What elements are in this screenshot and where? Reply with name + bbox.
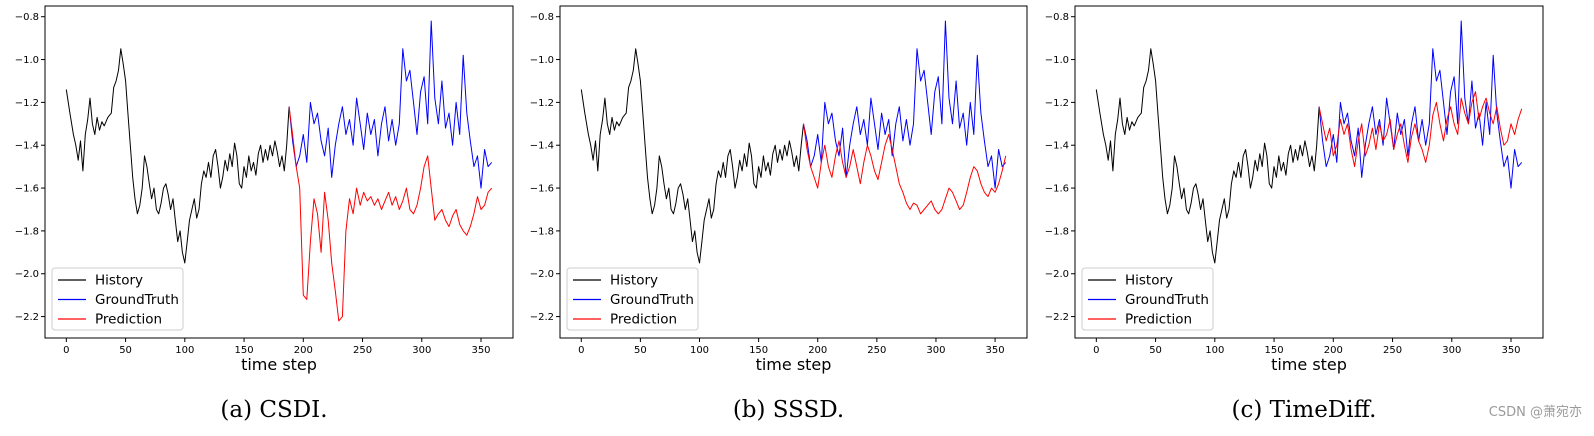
legend-label-history: History <box>95 273 143 289</box>
x-tick-label: 250 <box>353 345 372 356</box>
y-tick-label: −1.6 <box>1045 184 1069 195</box>
series-line-groundtruth <box>288 20 493 189</box>
y-tick-label: −1.0 <box>15 55 39 66</box>
x-axis-label: time step <box>241 355 317 374</box>
y-tick-label: −1.8 <box>530 226 554 237</box>
panel-caption: (a) CSDI. <box>220 397 327 423</box>
panel-caption: (b) SSSD. <box>733 397 844 423</box>
chart-panel-0: 0 50 100 150 200 250 300 350 −0.8 −1.0 −1.2 −1.4 −1.… <box>15 5 514 423</box>
y-tick-label: −1.8 <box>15 226 39 237</box>
x-tick-label: 0 <box>63 345 69 356</box>
x-tick-label: 350 <box>986 345 1005 356</box>
y-tick-label: −2.2 <box>1045 312 1069 323</box>
watermark: CSDN @萧宛亦 <box>1488 405 1582 420</box>
y-tick-label: −2.0 <box>15 269 39 280</box>
legend-label-groundtruth: GroundTruth <box>1125 292 1209 308</box>
series-line-prediction <box>803 123 1007 215</box>
legend-label-prediction: Prediction <box>1125 312 1192 328</box>
legend-box <box>51 267 184 331</box>
chart-panel-2: 0 50 100 150 200 250 300 350 −0.8 −1.0 −1.2 −1.4 −1.… <box>1045 5 1544 423</box>
y-tick-label: −1.2 <box>1045 98 1069 109</box>
legend: History GroundTruth Prediction <box>51 267 184 331</box>
x-tick-label: 150 <box>749 345 768 356</box>
y-tick-label: −0.8 <box>15 12 39 23</box>
x-tick-label: 200 <box>808 345 827 356</box>
x-tick-label: 250 <box>1383 345 1402 356</box>
legend-label-history: History <box>610 273 658 289</box>
y-tick-label: −1.4 <box>530 141 554 152</box>
x-tick-label: 300 <box>1442 345 1461 356</box>
x-tick-label: 0 <box>1093 345 1099 356</box>
x-axis-label: time step <box>1271 355 1347 374</box>
x-tick-label: 200 <box>1324 345 1343 356</box>
legend-label-groundtruth: GroundTruth <box>610 292 694 308</box>
x-tick-label: 100 <box>1205 345 1224 356</box>
legend: History GroundTruth Prediction <box>1081 267 1214 331</box>
y-tick-label: −1.0 <box>530 55 554 66</box>
y-tick-label: −2.2 <box>15 312 39 323</box>
y-tick-label: −1.4 <box>15 141 39 152</box>
x-tick-label: 300 <box>412 345 431 356</box>
legend-label-prediction: Prediction <box>95 312 162 328</box>
y-tick-label: −2.0 <box>530 269 554 280</box>
x-axis-label: time step <box>756 355 832 374</box>
x-tick-label: 100 <box>690 345 709 356</box>
series-line-prediction <box>1318 91 1523 168</box>
x-tick-label: 50 <box>634 345 647 356</box>
x-tick-label: 50 <box>1149 345 1162 356</box>
legend-box <box>1081 267 1214 331</box>
y-tick-label: −1.2 <box>530 98 554 109</box>
x-tick-label: 200 <box>294 345 313 356</box>
y-tick-label: −0.8 <box>1045 12 1069 23</box>
chart-panel-1: 0 50 100 150 200 250 300 350 −0.8 −1.0 −1.2 −1.4 −1.… <box>530 5 1028 423</box>
panel-caption: (c) TimeDiff. <box>1232 397 1377 423</box>
series-line-prediction <box>288 106 493 322</box>
x-tick-label: 150 <box>235 345 254 356</box>
x-tick-label: 50 <box>119 345 132 356</box>
x-tick-label: 300 <box>926 345 945 356</box>
legend: History GroundTruth Prediction <box>566 267 699 331</box>
series-line-history <box>580 48 804 264</box>
legend-box <box>566 267 699 331</box>
x-tick-label: 150 <box>1265 345 1284 356</box>
y-tick-label: −2.0 <box>1045 269 1069 280</box>
y-tick-label: −0.8 <box>530 12 554 23</box>
x-tick-label: 350 <box>1501 345 1520 356</box>
x-tick-label: 0 <box>578 345 584 356</box>
x-tick-label: 350 <box>471 345 490 356</box>
y-tick-label: −1.4 <box>1045 141 1069 152</box>
x-tick-label: 100 <box>175 345 194 356</box>
series-line-groundtruth <box>1318 20 1523 189</box>
y-tick-label: −1.6 <box>530 184 554 195</box>
y-tick-label: −1.8 <box>1045 226 1069 237</box>
y-tick-label: −1.2 <box>15 98 39 109</box>
series-line-history <box>1095 48 1320 264</box>
legend-label-prediction: Prediction <box>610 312 677 328</box>
y-tick-label: −1.6 <box>15 184 39 195</box>
series-line-history <box>65 48 290 264</box>
legend-label-groundtruth: GroundTruth <box>95 292 179 308</box>
x-tick-label: 250 <box>867 345 886 356</box>
legend-label-history: History <box>1125 273 1173 289</box>
y-tick-label: −2.2 <box>530 312 554 323</box>
y-tick-label: −1.0 <box>1045 55 1069 66</box>
